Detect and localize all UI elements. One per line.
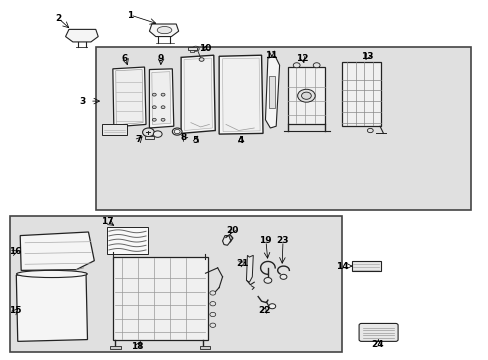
Circle shape xyxy=(153,131,162,137)
Text: 23: 23 xyxy=(276,237,288,246)
Text: 1: 1 xyxy=(126,10,133,19)
Polygon shape xyxy=(219,55,263,134)
Bar xyxy=(341,62,380,126)
Ellipse shape xyxy=(157,27,171,34)
Text: 2: 2 xyxy=(55,14,61,23)
Polygon shape xyxy=(65,30,98,42)
Circle shape xyxy=(313,63,320,68)
Bar xyxy=(189,50,194,52)
Bar xyxy=(110,346,121,349)
Text: 6: 6 xyxy=(122,54,128,63)
Bar xyxy=(351,261,380,271)
Polygon shape xyxy=(149,24,178,37)
Circle shape xyxy=(209,302,215,306)
Bar xyxy=(113,257,207,339)
Polygon shape xyxy=(116,69,143,125)
Circle shape xyxy=(152,93,156,96)
Text: 7: 7 xyxy=(135,135,142,144)
Text: 14: 14 xyxy=(335,262,347,271)
Circle shape xyxy=(152,118,156,121)
Circle shape xyxy=(142,128,154,136)
Text: 8: 8 xyxy=(180,133,186,142)
Text: 21: 21 xyxy=(235,259,248,268)
Polygon shape xyxy=(265,56,279,128)
Polygon shape xyxy=(20,232,94,270)
Polygon shape xyxy=(152,72,170,125)
Bar xyxy=(269,76,275,108)
Circle shape xyxy=(199,58,203,61)
Text: 24: 24 xyxy=(370,340,383,349)
Polygon shape xyxy=(113,67,146,127)
Text: 5: 5 xyxy=(192,136,199,145)
Circle shape xyxy=(161,106,164,109)
Circle shape xyxy=(301,92,311,99)
Polygon shape xyxy=(181,55,215,134)
Text: 19: 19 xyxy=(259,237,271,246)
Circle shape xyxy=(161,93,164,96)
Circle shape xyxy=(280,274,286,279)
Circle shape xyxy=(297,89,315,102)
Ellipse shape xyxy=(17,270,87,278)
Polygon shape xyxy=(222,58,260,132)
Bar xyxy=(199,346,210,349)
Polygon shape xyxy=(183,58,212,131)
Bar xyxy=(107,226,148,253)
Polygon shape xyxy=(16,273,87,341)
Circle shape xyxy=(152,106,156,109)
Text: 16: 16 xyxy=(9,247,21,256)
Text: 3: 3 xyxy=(80,96,85,105)
Text: 4: 4 xyxy=(237,136,244,145)
Text: 10: 10 xyxy=(199,44,211,53)
Circle shape xyxy=(172,128,182,135)
Text: 22: 22 xyxy=(257,306,270,315)
Text: 18: 18 xyxy=(131,342,143,351)
Circle shape xyxy=(209,291,215,295)
Circle shape xyxy=(293,63,300,68)
Circle shape xyxy=(264,278,271,283)
Circle shape xyxy=(174,130,180,134)
Bar xyxy=(96,47,470,211)
Bar xyxy=(144,136,154,139)
Text: 9: 9 xyxy=(157,54,163,63)
Text: 13: 13 xyxy=(361,52,373,61)
Text: 12: 12 xyxy=(295,54,307,63)
Text: 11: 11 xyxy=(264,51,277,60)
Circle shape xyxy=(268,304,275,309)
Circle shape xyxy=(192,46,199,51)
Bar xyxy=(288,67,325,125)
Text: 15: 15 xyxy=(9,306,21,315)
Circle shape xyxy=(209,323,215,327)
Text: 20: 20 xyxy=(225,226,238,235)
FancyBboxPatch shape xyxy=(358,323,397,341)
Circle shape xyxy=(161,118,164,121)
Polygon shape xyxy=(246,255,253,282)
Bar xyxy=(10,216,341,352)
Bar xyxy=(102,125,127,135)
Polygon shape xyxy=(149,69,173,128)
Text: 17: 17 xyxy=(101,217,113,226)
Circle shape xyxy=(209,312,215,317)
Bar xyxy=(188,47,197,50)
Polygon shape xyxy=(222,235,230,245)
Circle shape xyxy=(366,129,372,133)
